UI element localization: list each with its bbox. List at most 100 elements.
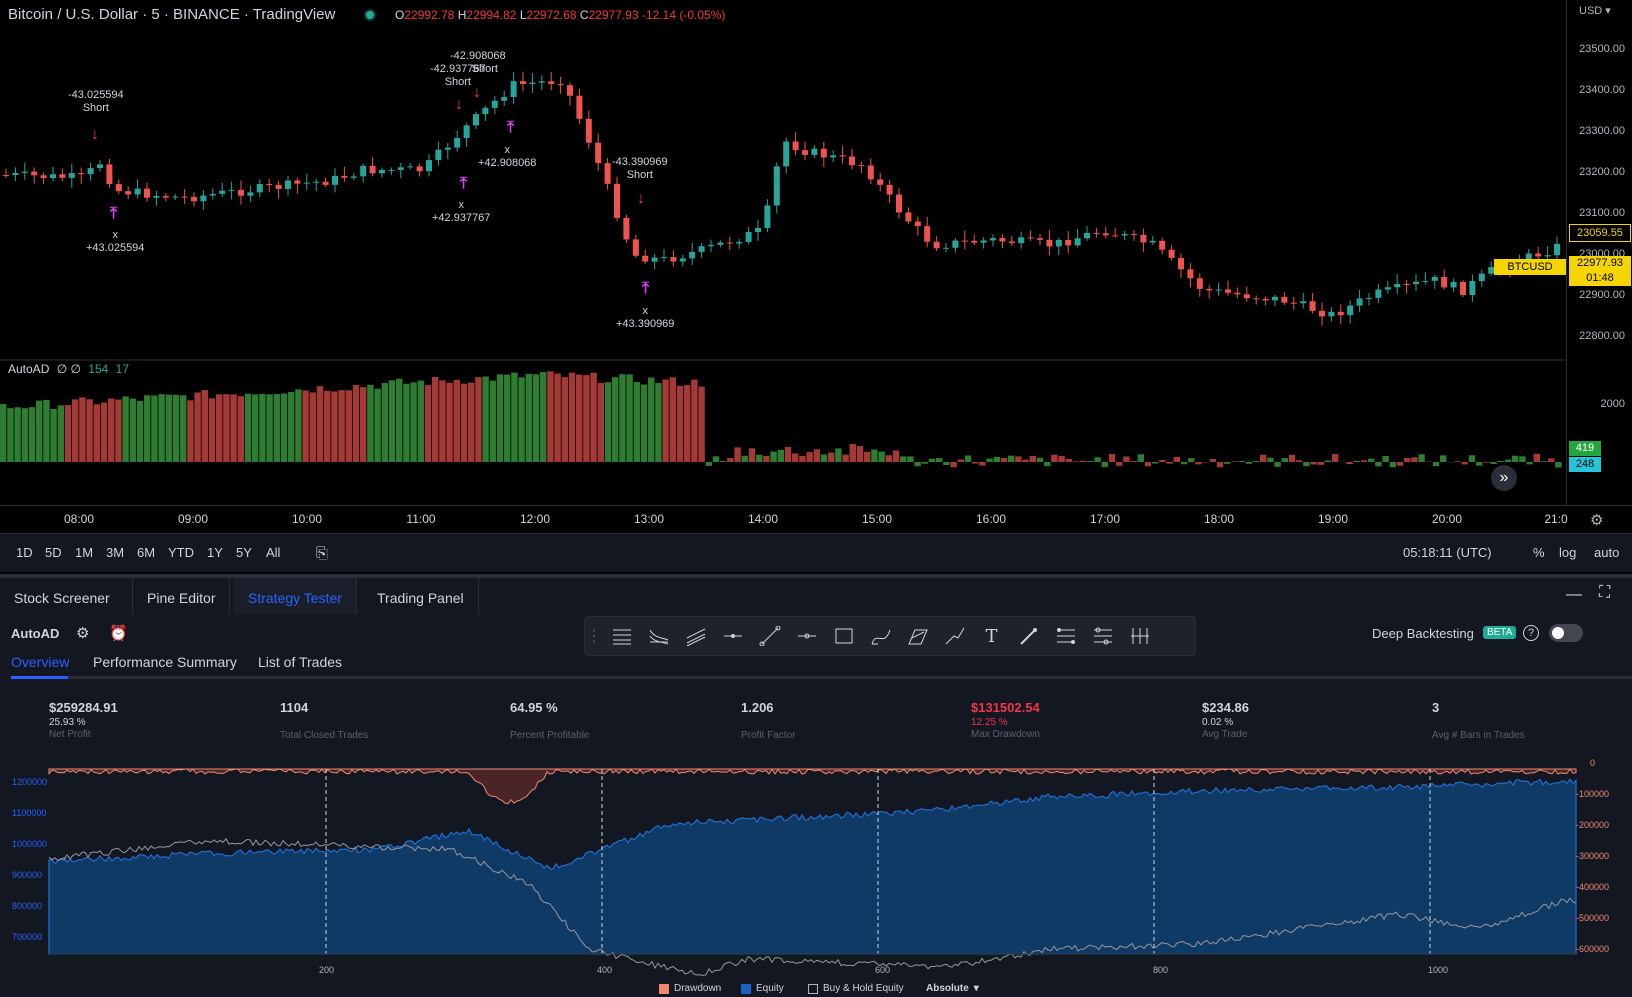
metric-profit-factor: 1.206 Profit Factor xyxy=(741,700,796,741)
histogram-bar xyxy=(914,462,921,467)
alarm-clock-icon[interactable]: ⏰ xyxy=(109,625,128,642)
scroll-to-realtime-button[interactable]: » xyxy=(1491,465,1517,491)
histogram-bar xyxy=(892,450,900,462)
candle-body xyxy=(717,242,724,245)
histogram-bar xyxy=(1029,455,1036,462)
histogram-bar xyxy=(180,395,187,462)
minimize-icon[interactable]: — xyxy=(1566,586,1582,603)
horizontal-ray-icon[interactable] xyxy=(788,617,825,655)
curve-icon[interactable] xyxy=(862,617,899,655)
clock[interactable]: 05:18:11 (UTC) xyxy=(1403,545,1492,560)
candle-body xyxy=(31,171,38,176)
legend-equity[interactable]: Equity xyxy=(741,983,784,994)
last-price-tag: 22977.93 01:48 xyxy=(1569,256,1631,286)
rectangle-icon[interactable] xyxy=(825,617,862,655)
horizontal-line-icon[interactable] xyxy=(714,617,751,655)
range-5y[interactable]: 5Y xyxy=(236,545,252,560)
brush-icon[interactable] xyxy=(1010,617,1047,655)
price-chart[interactable]: Bitcoin / U.S. Dollar · 5 · BINANCE · Tr… xyxy=(0,0,1566,505)
equity-chart[interactable] xyxy=(0,754,1632,984)
histogram-bar xyxy=(115,399,122,462)
currency-selector[interactable]: USD ▾ xyxy=(1579,5,1611,17)
range-1y[interactable]: 1Y xyxy=(207,545,223,560)
range-all[interactable]: All xyxy=(266,545,281,560)
channel-icon[interactable] xyxy=(640,617,677,655)
candle-body xyxy=(106,164,113,185)
price-axis[interactable]: USD ▾ 23500.00 23400.00 23300.00 23200.0… xyxy=(1566,0,1632,505)
histogram-bar xyxy=(1152,462,1159,464)
subtab-overview[interactable]: Overview xyxy=(11,654,70,670)
log-scale-toggle[interactable]: log xyxy=(1559,545,1577,560)
histogram-bar xyxy=(856,446,864,462)
drag-handle-icon[interactable]: ⋮ xyxy=(586,628,602,645)
time-tick: 15:00 xyxy=(861,512,893,526)
histogram-bar xyxy=(1209,458,1216,462)
tab-stock-screener[interactable]: Stock Screener ⌄ xyxy=(0,578,133,646)
horizontal-lines-icon[interactable] xyxy=(603,617,640,655)
range-6m[interactable]: 6M xyxy=(137,545,156,560)
fib-channel-icon[interactable] xyxy=(1084,617,1121,655)
path-icon[interactable] xyxy=(936,617,973,655)
legend-buy-hold[interactable]: Buy & Hold Equity xyxy=(808,983,904,994)
histogram-bar xyxy=(424,385,432,462)
drawdown-axis-tick: -300000 xyxy=(1576,851,1610,861)
goto-date-icon[interactable]: ⎘ xyxy=(316,545,329,562)
candle-body xyxy=(1525,253,1532,263)
histogram-bar xyxy=(151,395,158,462)
time-tick: 18:00 xyxy=(1203,512,1235,526)
histogram-bar xyxy=(1461,462,1468,465)
tab-strategy-tester[interactable]: Strategy Tester xyxy=(234,578,357,618)
histogram-bar xyxy=(1346,462,1353,465)
settings-icon[interactable]: ⚙ xyxy=(76,625,90,642)
range-3m[interactable]: 3M xyxy=(106,545,125,560)
auto-scale-toggle[interactable]: auto xyxy=(1594,545,1620,560)
candle-body xyxy=(1253,298,1260,300)
candle-body xyxy=(1008,241,1015,244)
time-tick: 13:00 xyxy=(633,512,665,526)
histogram-bar xyxy=(1404,457,1411,462)
help-icon[interactable]: ? xyxy=(1523,625,1539,641)
histogram-bar xyxy=(1000,457,1008,462)
tab-trading-panel[interactable]: Trading Panel xyxy=(363,578,479,618)
fib-icon[interactable] xyxy=(1047,617,1084,655)
maximize-icon[interactable]: ⛶ xyxy=(1599,584,1611,601)
histogram-bar xyxy=(619,374,626,462)
histogram-bar xyxy=(201,389,208,462)
subtab-performance-summary[interactable]: Performance Summary xyxy=(93,654,237,670)
histogram-bar xyxy=(655,382,662,462)
percent-scale-toggle[interactable]: % xyxy=(1533,545,1545,560)
deep-backtesting-toggle[interactable] xyxy=(1549,624,1583,642)
absolute-dropdown[interactable]: Absolute ▾ xyxy=(926,983,979,994)
candle-body xyxy=(1084,232,1090,239)
candle-body xyxy=(952,240,959,248)
range-1m[interactable]: 1M xyxy=(75,545,94,560)
market-status-icon[interactable] xyxy=(364,9,376,21)
trend-line-icon[interactable] xyxy=(751,617,788,655)
text-icon[interactable]: T xyxy=(985,625,998,647)
settings-gear-icon[interactable]: ⚙ xyxy=(1590,512,1604,529)
legend-drawdown[interactable]: Drawdown xyxy=(659,983,721,994)
histogram-bar xyxy=(324,390,331,462)
histogram-bar xyxy=(1540,461,1548,462)
candle-body xyxy=(1422,280,1429,282)
candle-body xyxy=(144,188,150,198)
histogram-bar xyxy=(1512,455,1519,462)
histogram-bar xyxy=(964,455,972,462)
candle-body xyxy=(670,257,677,262)
range-1d[interactable]: 1D xyxy=(16,545,33,560)
range-ytd[interactable]: YTD xyxy=(168,545,194,560)
range-5d[interactable]: 5D xyxy=(45,545,62,560)
tab-pine-editor[interactable]: Pine Editor xyxy=(133,578,231,618)
parallelogram-icon[interactable] xyxy=(899,617,936,655)
pitchfork-icon[interactable] xyxy=(1121,617,1158,655)
histogram-bar xyxy=(223,394,230,462)
indicator-legend[interactable]: AutoAD ∅ ∅ 154 17 xyxy=(8,362,130,376)
candle-body xyxy=(811,148,818,155)
histogram-bar xyxy=(885,455,892,462)
parallel-channel-icon[interactable] xyxy=(677,617,714,655)
histogram-bar xyxy=(669,377,676,462)
time-axis[interactable] xyxy=(0,505,1632,534)
histogram-bar xyxy=(612,377,619,462)
subtab-list-of-trades[interactable]: List of Trades xyxy=(258,654,343,670)
histogram-bar xyxy=(1072,461,1080,462)
